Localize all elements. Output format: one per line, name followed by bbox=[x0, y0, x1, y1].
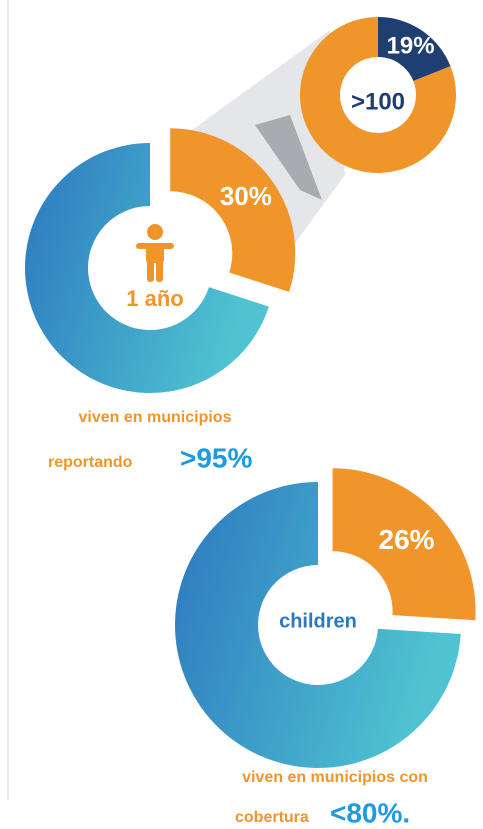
center-label: 1 año bbox=[126, 286, 183, 311]
caption: viven en municipios bbox=[79, 409, 232, 426]
center-label: >100 bbox=[351, 88, 405, 115]
value-label: 26% bbox=[379, 524, 435, 555]
donut-segment bbox=[170, 128, 296, 292]
highlight: >95% bbox=[180, 442, 252, 473]
charts bbox=[25, 17, 476, 768]
value-label: 30% bbox=[220, 181, 272, 211]
caption: cobertura bbox=[235, 809, 309, 826]
donut-segment bbox=[175, 482, 461, 768]
highlight: <80%. bbox=[330, 797, 410, 828]
caption: viven en municipios con bbox=[242, 769, 428, 786]
labels: 30% 1 año viven en municipios reportando >95… bbox=[48, 32, 435, 828]
donut-segment bbox=[25, 143, 269, 393]
connector-shadow bbox=[255, 115, 322, 200]
center-label: children bbox=[279, 610, 357, 632]
child-icon bbox=[136, 224, 174, 282]
donut-segment bbox=[300, 17, 456, 174]
donut-segment bbox=[378, 17, 451, 82]
value-label: 19% bbox=[387, 32, 435, 59]
caption: reportando bbox=[48, 454, 133, 471]
donut-segment bbox=[332, 468, 476, 621]
